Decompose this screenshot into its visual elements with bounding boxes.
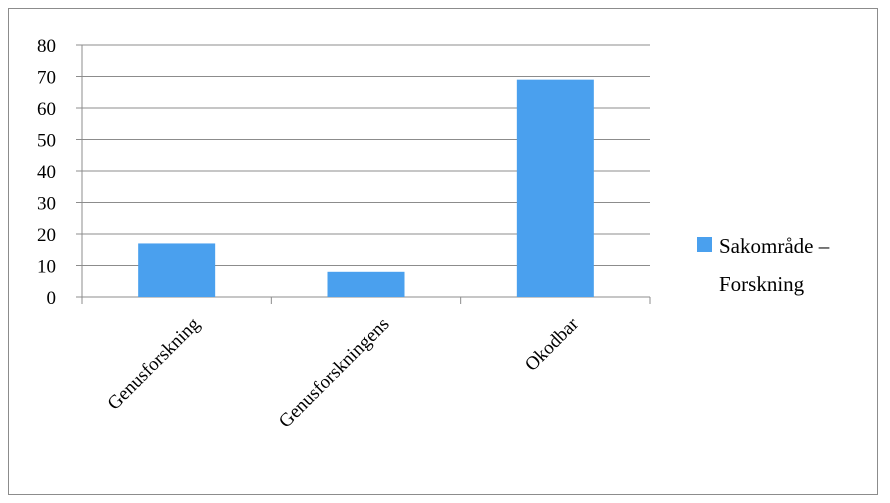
y-tick-label: 40	[37, 162, 56, 183]
y-tick-label: 10	[37, 257, 56, 278]
y-tick-label: 20	[37, 225, 56, 246]
x-category-label: Okodbar	[521, 313, 583, 375]
legend-label-line-1: Sakområde –	[719, 234, 830, 258]
legend-swatch	[697, 237, 712, 252]
y-tick-label: 50	[37, 131, 56, 152]
y-tick-label: 80	[37, 36, 56, 57]
x-category-label: Genusforskningens	[275, 314, 394, 433]
bar	[327, 271, 405, 297]
legend-label-line-2: Forskning	[719, 272, 805, 296]
category-labels: Genusforskning Genusforskningens Okodbar	[104, 313, 584, 432]
y-tick-label: 0	[47, 288, 57, 309]
y-tick-labels: 0 10 20 30 40 50 60 70 80	[37, 36, 56, 309]
bar	[516, 79, 594, 298]
y-tick-label: 30	[37, 194, 56, 215]
legend: Sakområde – Forskning	[697, 234, 830, 296]
bars	[138, 79, 594, 298]
bar	[138, 243, 216, 297]
y-tick-label: 60	[37, 99, 56, 120]
x-category-label: Genusforskning	[104, 313, 205, 414]
y-tick-label: 70	[37, 68, 56, 89]
